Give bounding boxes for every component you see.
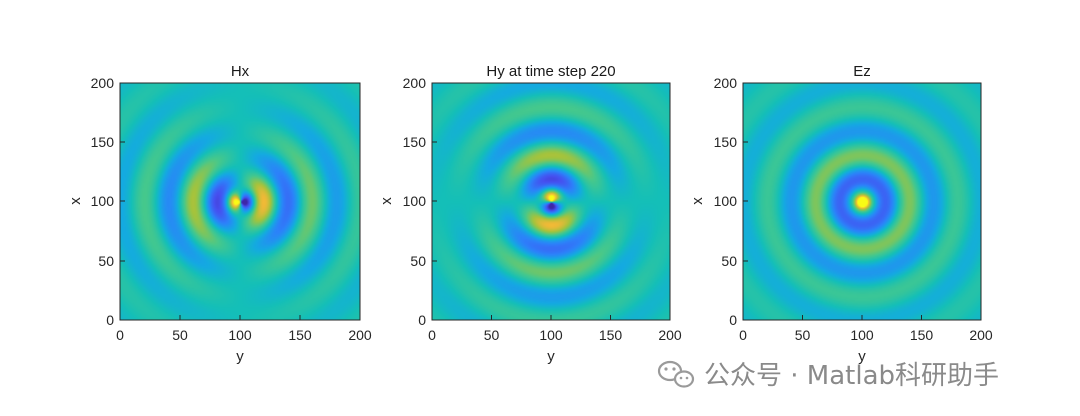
y-tick-label: 150 [714,134,738,150]
x-tick-label: 150 [288,327,312,343]
x-tick-label: 50 [172,327,188,343]
y-axis-label: x [67,197,84,205]
y-tick-label: 150 [403,134,427,150]
y-axis-label: x [689,197,706,205]
x-tick-label: 0 [428,327,436,343]
panel-ez: Ez 0 50 100 150 200 y 0 50 100 150 200 [689,63,993,365]
x-tick-label: 150 [599,327,623,343]
y-tick-label: 0 [418,312,426,328]
x-axis: 0 50 100 150 200 y [428,315,682,365]
x-axis: 0 50 100 150 200 y [739,315,993,365]
y-tick-label: 50 [410,253,426,269]
y-tick-label: 50 [721,253,737,269]
x-tick-label: 150 [910,327,934,343]
x-axis-label: y [858,348,866,365]
x-axis-label: y [547,348,555,365]
y-axis-label: x [378,197,395,205]
y-axis: 0 50 100 150 200 x [67,75,125,328]
chart-title: Ez [853,63,871,80]
y-tick-label: 100 [91,193,115,209]
heatmap-image [743,83,981,320]
y-axis: 0 50 100 150 200 x [689,75,748,328]
y-tick-label: 100 [403,193,427,209]
x-tick-label: 50 [484,327,500,343]
x-tick-label: 200 [969,327,993,343]
y-tick-label: 100 [714,193,738,209]
y-tick-label: 50 [98,253,114,269]
x-tick-label: 100 [850,327,874,343]
watermark: 公众号 · Matlab科研助手 [657,360,999,391]
heatmap-image [120,83,360,320]
x-tick-label: 0 [116,327,124,343]
y-tick-label: 200 [91,75,115,91]
x-tick-label: 50 [795,327,811,343]
x-tick-label: 0 [739,327,747,343]
x-tick-label: 200 [658,327,682,343]
wechat-icon [657,360,695,388]
y-tick-label: 200 [403,75,427,91]
y-tick-label: 150 [91,134,115,150]
panel-hx: Hx 0 50 100 150 200 y 0 50 100 150 200 [67,63,372,365]
panel-hy: Hy at time step 220 0 50 100 150 200 y 0… [378,63,682,365]
watermark-text: 公众号 · Matlab科研助手 [704,361,999,391]
heatmap-image [432,83,670,320]
x-axis: 0 50 100 150 200 y [116,315,372,365]
y-tick-label: 0 [729,312,737,328]
chart-title: Hy at time step 220 [486,63,615,80]
y-axis: 0 50 100 150 200 x [378,75,437,328]
y-tick-label: 0 [106,312,114,328]
x-tick-label: 100 [539,327,563,343]
chart-title: Hx [231,63,250,80]
y-tick-label: 200 [714,75,738,91]
x-tick-label: 200 [348,327,372,343]
x-axis-label: y [236,348,244,365]
x-tick-label: 100 [228,327,252,343]
